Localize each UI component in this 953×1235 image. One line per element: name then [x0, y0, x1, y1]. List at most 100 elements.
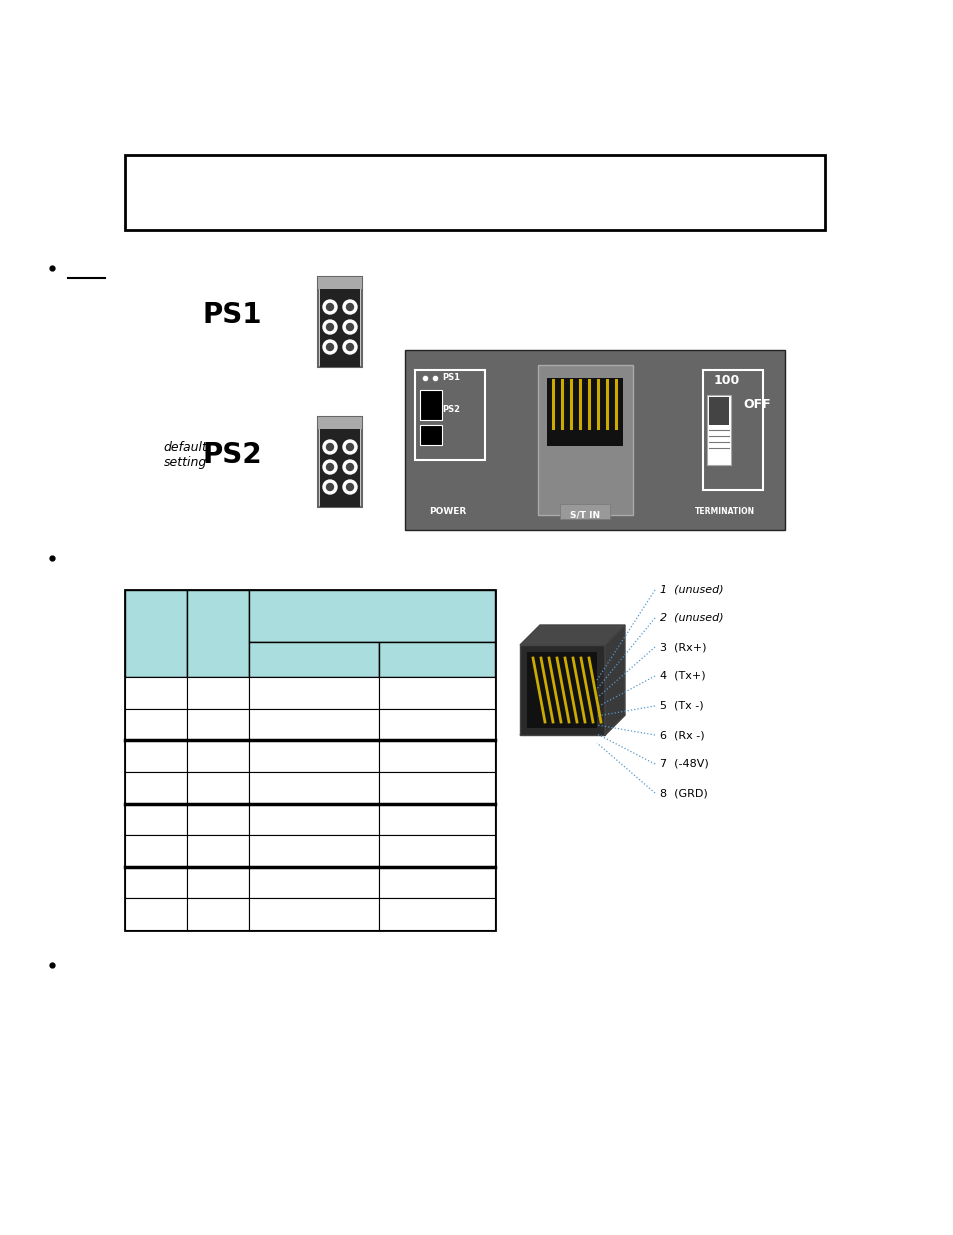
Text: PS2: PS2 [202, 441, 262, 469]
Circle shape [343, 480, 356, 494]
Circle shape [346, 304, 354, 310]
Bar [378, 835, 495, 867]
Bar [249, 772, 378, 804]
Circle shape [346, 343, 354, 351]
Text: 8  (GRD): 8 (GRD) [659, 788, 707, 798]
Text: 100: 100 [713, 373, 740, 387]
Bar [378, 804, 495, 835]
Circle shape [323, 480, 336, 494]
Bar [317, 277, 361, 367]
Bar [317, 417, 361, 429]
Text: PS1: PS1 [441, 373, 459, 383]
Bar [125, 709, 187, 740]
Circle shape [346, 324, 354, 331]
Bar [125, 898, 187, 930]
Circle shape [326, 443, 334, 451]
Bar [125, 156, 824, 230]
Bar [378, 898, 495, 930]
Bar [519, 645, 604, 735]
Polygon shape [604, 625, 624, 735]
Text: 2  (unused): 2 (unused) [659, 613, 723, 622]
Bar [187, 898, 249, 930]
Circle shape [326, 343, 334, 351]
Bar [405, 350, 784, 530]
Bar [249, 642, 378, 677]
Text: OFF: OFF [742, 399, 770, 411]
Text: 3  (Rx+): 3 (Rx+) [659, 642, 706, 652]
Bar [415, 370, 484, 459]
Bar [378, 642, 495, 677]
Bar [187, 677, 249, 709]
Bar [419, 390, 441, 420]
Polygon shape [526, 652, 597, 727]
Circle shape [326, 463, 334, 471]
Bar [419, 425, 441, 445]
Text: default
setting: default setting [163, 441, 207, 469]
Bar [378, 772, 495, 804]
Circle shape [326, 304, 334, 310]
Text: 7  (-48V): 7 (-48V) [659, 760, 708, 769]
Bar [125, 835, 187, 867]
Text: PS2: PS2 [441, 405, 459, 415]
Circle shape [346, 463, 354, 471]
Bar [249, 867, 378, 898]
Bar [378, 677, 495, 709]
Bar [319, 289, 359, 367]
Text: TERMINATION: TERMINATION [694, 508, 754, 516]
Bar [187, 740, 249, 772]
Bar [187, 835, 249, 867]
Circle shape [326, 324, 334, 331]
Text: 5  (Tx -): 5 (Tx -) [659, 701, 703, 711]
Polygon shape [519, 715, 624, 735]
Bar [125, 590, 187, 677]
Bar [187, 590, 249, 677]
Bar [249, 740, 378, 772]
Text: POWER: POWER [429, 508, 466, 516]
Circle shape [343, 440, 356, 454]
Bar [546, 378, 622, 446]
Bar [378, 740, 495, 772]
Circle shape [323, 340, 336, 354]
Bar [702, 370, 762, 490]
Bar [706, 395, 730, 466]
Bar [249, 898, 378, 930]
Circle shape [346, 443, 354, 451]
Bar [187, 772, 249, 804]
Bar [537, 366, 633, 515]
Circle shape [343, 340, 356, 354]
Text: PS1: PS1 [202, 301, 262, 329]
Bar [249, 590, 495, 642]
Bar [125, 590, 495, 930]
Text: 4  (Tx+): 4 (Tx+) [659, 671, 705, 680]
Bar [125, 740, 187, 772]
Bar [125, 772, 187, 804]
Bar [317, 277, 361, 289]
Bar [708, 396, 728, 425]
Bar [249, 804, 378, 835]
Bar [317, 417, 361, 508]
Bar [187, 709, 249, 740]
Bar [125, 867, 187, 898]
Bar [378, 867, 495, 898]
Circle shape [343, 300, 356, 314]
Text: 6  (Rx -): 6 (Rx -) [659, 730, 704, 740]
Circle shape [323, 300, 336, 314]
Bar [249, 709, 378, 740]
Circle shape [343, 459, 356, 474]
Circle shape [346, 483, 354, 490]
Bar [187, 867, 249, 898]
Circle shape [323, 320, 336, 333]
Bar [378, 709, 495, 740]
Bar [559, 504, 609, 519]
Circle shape [323, 440, 336, 454]
Text: 1  (unused): 1 (unused) [659, 585, 723, 595]
Polygon shape [519, 625, 624, 645]
Text: S/T IN: S/T IN [569, 510, 599, 520]
Bar [125, 804, 187, 835]
Circle shape [326, 483, 334, 490]
Circle shape [323, 459, 336, 474]
Bar [249, 835, 378, 867]
Bar [125, 677, 187, 709]
Bar [319, 429, 359, 508]
Bar [187, 804, 249, 835]
